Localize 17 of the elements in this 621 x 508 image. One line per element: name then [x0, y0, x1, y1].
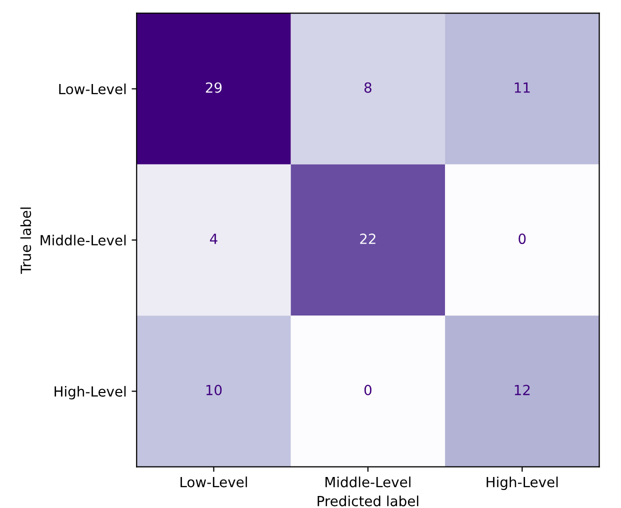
y-tick-label: Middle-Level [40, 234, 126, 246]
y-tick-label: Low-Level [59, 84, 126, 94]
data-label: 12 [514, 384, 530, 396]
data-label: 11 [514, 82, 530, 93]
x-tick-label: Low-Level [180, 476, 247, 488]
x-axis-title: Predicted label [318, 496, 418, 506]
data-label: 22 [360, 234, 376, 244]
data-label: 8 [364, 82, 372, 93]
data-label: 4 [210, 234, 218, 244]
x-tick-label: High-Level [486, 476, 558, 490]
y-axis-title: True label [20, 208, 32, 274]
data-label: 0 [518, 234, 526, 244]
data-label: 29 [206, 82, 222, 93]
data-label: 0 [364, 384, 372, 396]
y-tick-label: High-Level [54, 386, 126, 400]
data-label: 10 [206, 384, 222, 396]
x-tick-label: Middle-Level [326, 476, 410, 488]
